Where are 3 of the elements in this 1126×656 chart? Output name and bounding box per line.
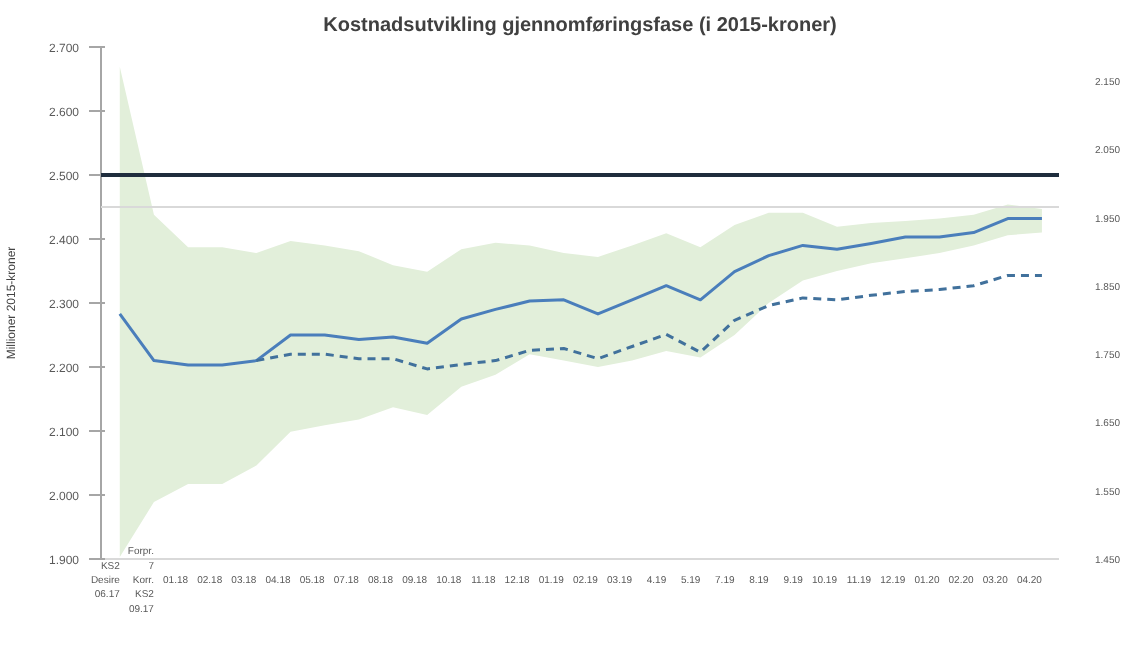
chart-title: Kostnadsutvikling gjennomføringsfase (i 2015-kroner) (323, 15, 837, 37)
line-series (118, 217, 1044, 367)
line-series (254, 273, 1044, 371)
